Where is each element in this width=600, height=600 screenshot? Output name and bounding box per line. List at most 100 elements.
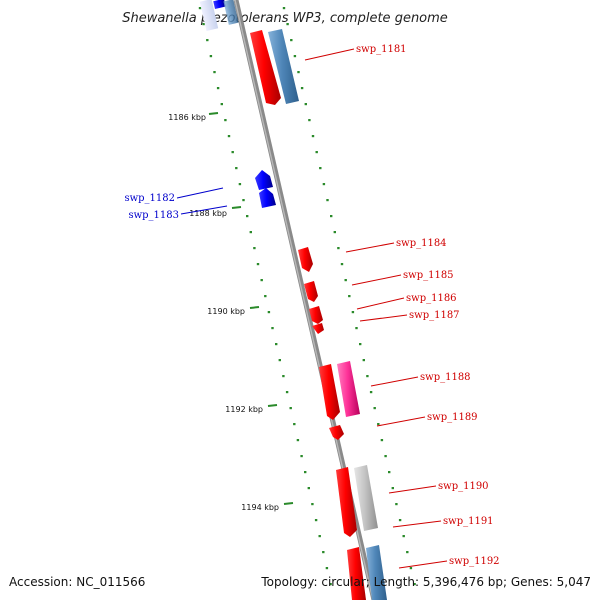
- scale-dot: [359, 343, 362, 346]
- scale-dot: [413, 583, 416, 586]
- tick-label: 1190 kbp: [207, 307, 245, 316]
- scale-dot: [326, 199, 329, 202]
- scale-dot: [409, 567, 413, 570]
- gene-label-swp-1185[interactable]: swp_1185: [403, 270, 454, 281]
- scale-dot: [355, 327, 358, 330]
- scale-dot: [322, 183, 326, 186]
- gene-label-swp-1188[interactable]: swp_1188: [420, 372, 471, 383]
- scale-dot: [311, 135, 315, 138]
- gene-label-swp-1189[interactable]: swp_1189: [427, 412, 478, 423]
- gene-label-swp-1186[interactable]: swp_1186: [406, 293, 457, 304]
- scale-dot: [300, 455, 303, 458]
- scale-dot: [285, 391, 289, 394]
- scale-dot: [333, 231, 336, 234]
- gene-swp-1185-body[interactable]: [304, 281, 318, 302]
- scale-dot: [289, 407, 292, 410]
- scale-dot: [275, 343, 278, 346]
- scale-dot: [362, 359, 365, 362]
- scale-dot: [256, 263, 260, 266]
- scale-dot: [337, 247, 340, 250]
- gene-label-swp-1191[interactable]: swp_1191: [443, 516, 494, 527]
- map-title: Shewanella piezotolerans WP3, complete g…: [122, 11, 448, 26]
- scale-dot: [220, 103, 223, 106]
- kbp-ticks: 1186 kbp 1188 kbp 1190 kbp 1192 kbp 1194…: [168, 112, 294, 512]
- gene-label-swp-1187[interactable]: swp_1187: [409, 310, 460, 321]
- gene-label-swp-1183[interactable]: swp_1183: [128, 210, 179, 221]
- scale-dot: [388, 471, 391, 474]
- scale-dot: [264, 295, 267, 298]
- tick-mark: [231, 206, 242, 209]
- scale-dot: [224, 119, 227, 122]
- tick-label: 1192 kbp: [225, 405, 263, 414]
- gene-label-swp-1190[interactable]: swp_1190: [438, 481, 489, 492]
- scale-dot: [213, 71, 216, 74]
- scale-dot: [344, 279, 347, 282]
- scale-dot: [377, 423, 380, 426]
- partial-gene-pale: [199, 0, 219, 31]
- scale-dot: [304, 471, 307, 474]
- gene-label-swp-1192[interactable]: swp_1192: [449, 556, 500, 567]
- accession-text: Accession: NC_011566: [9, 575, 145, 589]
- scale-dot: [209, 55, 213, 58]
- scale-dot: [308, 119, 311, 122]
- gene-swp-1189-body[interactable]: [329, 425, 344, 440]
- scale-dot: [406, 551, 409, 554]
- gene-swp-1184-body[interactable]: [298, 247, 313, 272]
- scale-dot: [249, 231, 252, 234]
- scale-dots: [198, 7, 416, 586]
- scale-dot: [325, 567, 329, 570]
- gene-swp-1181-body[interactable]: [250, 29, 299, 105]
- scale-dot: [369, 391, 373, 394]
- scale-dot: [260, 279, 263, 282]
- leader-lines: [176, 48, 448, 569]
- gene-swp-1187-body[interactable]: [312, 323, 324, 334]
- scale-dot: [395, 503, 398, 506]
- scale-dot: [267, 311, 271, 314]
- scale-dot: [329, 583, 332, 586]
- partial-gene-steel: [223, 0, 239, 25]
- scale-dot: [242, 199, 245, 202]
- tick-mark: [249, 306, 260, 309]
- gene-swp-1183-body[interactable]: [259, 188, 276, 208]
- tick-label: 1194 kbp: [241, 503, 279, 512]
- gene-label-swp-1181[interactable]: swp_1181: [356, 44, 407, 55]
- scale-dot: [293, 423, 296, 426]
- gene-label-swp-1182[interactable]: swp_1182: [124, 193, 175, 204]
- gene-swp-1190-body[interactable]: [336, 467, 357, 537]
- gene-swp-1186-body[interactable]: [309, 306, 323, 324]
- tick-mark: [267, 404, 278, 407]
- scale-dot: [206, 39, 209, 42]
- scale-dot: [318, 535, 321, 538]
- scale-dot: [227, 135, 231, 138]
- gene-swp-1192-body[interactable]: [347, 545, 387, 600]
- gene-labels: swp_1181 swp_1182 swp_1183 swp_1184 swp_…: [124, 44, 499, 567]
- scale-dot: [330, 215, 333, 218]
- scale-dot: [307, 487, 310, 490]
- scale-dot: [348, 295, 351, 298]
- gene-swp-1191-body[interactable]: [354, 465, 378, 531]
- scale-dot: [373, 407, 376, 410]
- gene-swp-1188-body[interactable]: [319, 361, 360, 420]
- gene-swp-1182-body[interactable]: [255, 170, 273, 190]
- tick-mark: [283, 502, 294, 505]
- scale-dot: [315, 151, 318, 154]
- scale-dot: [300, 87, 304, 90]
- scale-dot: [198, 7, 202, 10]
- scale-dot: [271, 327, 274, 330]
- scale-dot: [253, 247, 256, 250]
- partial-gene-blue: [213, 0, 226, 10]
- scale-dot: [319, 167, 322, 170]
- scale-dot: [322, 551, 325, 554]
- scale-dot: [286, 23, 289, 26]
- scale-dot: [297, 71, 300, 74]
- tick-label: 1188 kbp: [189, 209, 227, 218]
- scale-dot: [340, 263, 344, 266]
- scale-dot: [282, 7, 286, 10]
- scale-dot: [290, 39, 293, 42]
- scale-dot: [351, 311, 355, 314]
- genome-summary: Topology: circular; Length: 5,396,476 bp…: [260, 575, 591, 589]
- scale-dot: [293, 55, 297, 58]
- scale-dot: [296, 439, 300, 442]
- gene-label-swp-1184[interactable]: swp_1184: [396, 238, 447, 249]
